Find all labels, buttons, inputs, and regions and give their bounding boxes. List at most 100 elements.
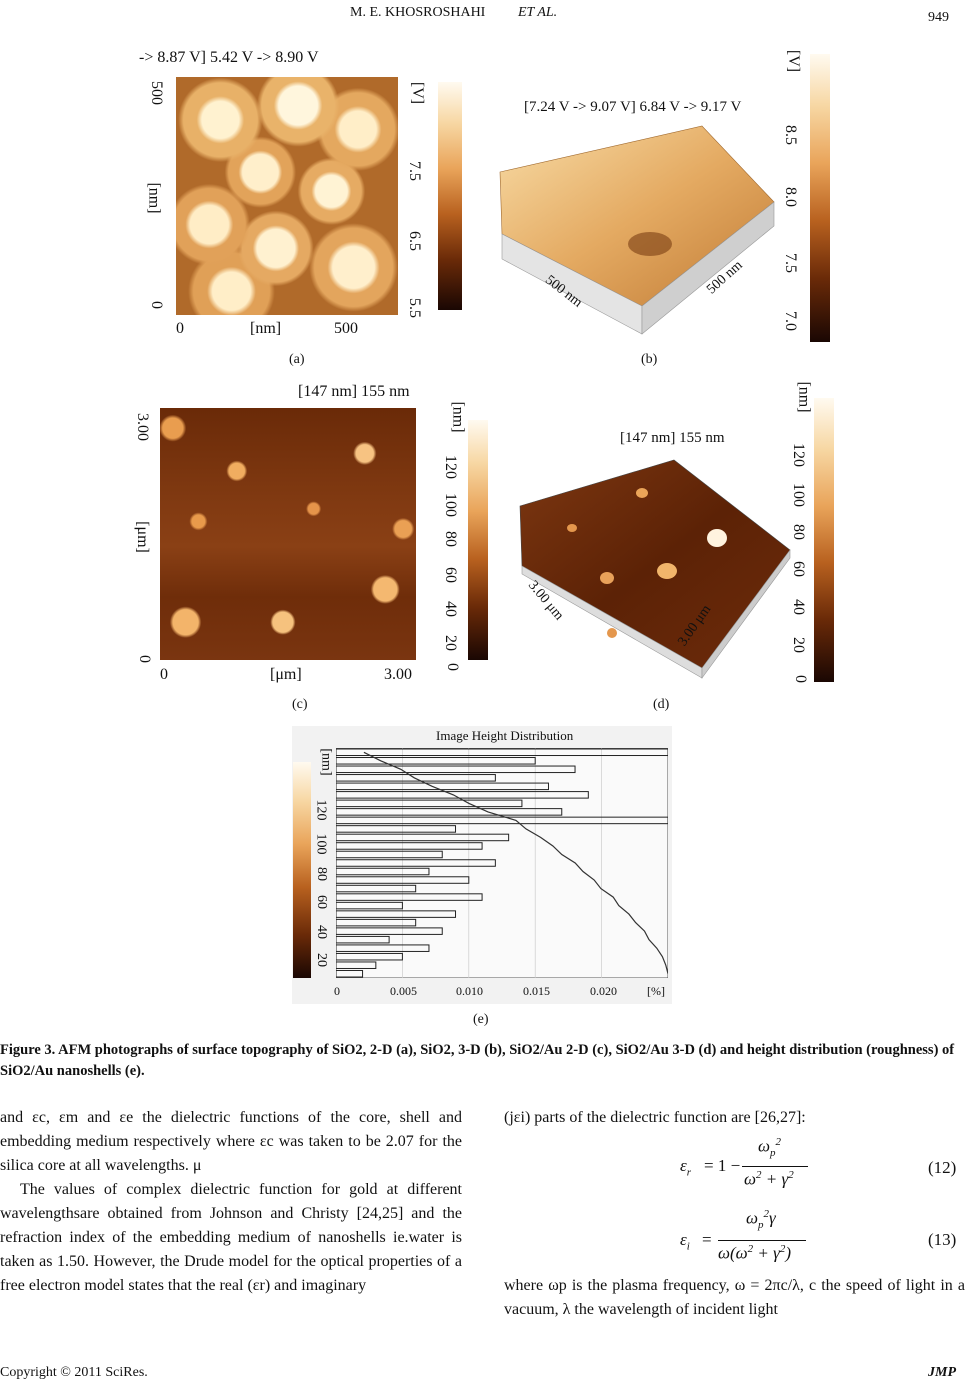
panel-d-cbar-tick: 100 [790, 483, 807, 507]
panel-c-y-unit: [μm] [133, 521, 151, 553]
panel-d-cbar-unit: [nm] [795, 381, 813, 413]
panel-c-x-min: 0 [160, 666, 168, 683]
panel-a-x-unit: [nm] [250, 320, 282, 337]
page-number: 949 [928, 10, 949, 25]
panel-a-afm-image [176, 77, 398, 315]
histogram-bar [336, 774, 496, 782]
histogram-bar [336, 935, 390, 944]
panel-b-cbar-tick: 8.5 [782, 125, 799, 145]
histogram-bar [336, 825, 457, 833]
panel-e-cbar-tick: 120 [313, 799, 329, 821]
histogram-bar [336, 876, 470, 884]
panel-a-colorbar [438, 82, 462, 310]
eq12-number: 12 [933, 1158, 951, 1177]
panel-c-cbar-tick: 100 [442, 493, 459, 517]
histogram-bar [336, 884, 417, 893]
panel-d-cbar-tick: 80 [790, 524, 807, 540]
panel-d-cbar-tick: 0 [792, 675, 809, 683]
panel-e-x-tick: 0.005 [390, 984, 417, 998]
eq13-number: 13 [933, 1230, 951, 1249]
figure-caption-text: Figure 3. AFM photographs of surface top… [0, 1042, 955, 1079]
panel-c-cbar-tick: 120 [442, 455, 459, 479]
right-column-paragraph-1: (jεi) parts of the dielectric function a… [504, 1109, 806, 1126]
panel-c-label: (c) [292, 697, 308, 712]
panel-e-cbar-tick: 100 [313, 833, 329, 855]
histogram-bar [336, 859, 496, 867]
histogram-bar [336, 748, 668, 757]
panel-e-cbar-tick: 40 [314, 925, 329, 939]
histogram-plot-area [336, 748, 668, 978]
panel-a-cbar-tick: 7.5 [406, 161, 423, 181]
panel-b-cbar-unit: [V] [785, 49, 803, 73]
histogram-bar [336, 765, 576, 774]
panel-a-title: -> 8.87 V] 5.42 V -> 8.90 V [139, 49, 319, 66]
panel-a-y-max: 500 [148, 81, 165, 105]
histogram-bar [336, 893, 483, 901]
panel-c-cbar-unit: [nm] [449, 401, 467, 433]
panel-c-afm-image [160, 408, 416, 660]
panel-a-cbar-tick: 5.5 [406, 298, 423, 318]
figure-caption: Figure 3. AFM photographs of surface top… [0, 1040, 965, 1082]
panel-e-x-tick: 0.015 [523, 984, 550, 998]
panel-c-x-unit: [μm] [270, 666, 302, 683]
equation-13-number: (13) [928, 1230, 957, 1249]
panel-c-cbar-tick: 40 [442, 601, 459, 617]
running-header: M. E. KHOSROSHAHI ET AL. 949 [0, 5, 965, 25]
histogram-bar [336, 757, 536, 765]
histogram-bar [336, 850, 443, 859]
panel-c-colorbar [468, 420, 488, 660]
panel-e-x-tick: 0.010 [456, 984, 483, 998]
panel-e-label: (e) [473, 1012, 489, 1027]
panel-a-x-max: 500 [334, 320, 358, 337]
panel-a-y-min: 0 [148, 301, 165, 309]
histogram-cumulative-curve [363, 751, 668, 974]
panel-e-x-tick: 0 [334, 984, 340, 998]
histogram-bar [336, 791, 589, 799]
panel-b-cbar-tick: 7.5 [782, 253, 799, 273]
panel-a-x-min: 0 [176, 320, 184, 337]
histogram-bar [336, 952, 403, 961]
panel-e: Image Height Distribution [nm] 120 100 8… [292, 726, 672, 1004]
panel-a-label: (a) [289, 352, 305, 367]
panel-c-y-max: 3.00 [134, 413, 151, 441]
footer-journal: JMP [928, 1365, 956, 1380]
histogram-bar [336, 816, 668, 825]
panel-d-cbar-tick: 60 [790, 561, 807, 577]
panel-b-cbar-tick: 8.0 [782, 187, 799, 207]
panel-b-cbar-tick: 7.0 [782, 311, 799, 331]
panel-d-3d-surface [519, 459, 791, 679]
panel-e-x-tick: [%] [647, 984, 665, 998]
panel-d-title: [147 nm] 155 nm [620, 430, 725, 446]
histogram-bar [336, 918, 417, 927]
histogram-bar [336, 901, 403, 910]
panel-d-cbar-tick: 120 [790, 443, 807, 467]
panel-a: -> 8.87 V] 5.42 V -> 8.90 V 500 [nm] 0 0… [136, 44, 463, 344]
left-column-paragraph-2: The values of complex dielectric functio… [0, 1181, 462, 1294]
panel-e-cbar-unit: [nm] [318, 748, 334, 776]
panel-c-cbar-tick: 0 [444, 663, 461, 671]
panel-b-3d-surface [499, 125, 775, 335]
panel-e-cbar-tick: 60 [314, 895, 329, 909]
histogram-bar [336, 867, 430, 876]
panel-c-cbar-tick: 20 [442, 635, 459, 651]
panel-d-cbar-tick: 40 [790, 599, 807, 615]
panel-e-x-tick: 0.020 [590, 984, 617, 998]
panel-a-cbar-unit: [V] [409, 81, 427, 105]
panel-c-cbar-tick: 80 [442, 531, 459, 547]
panel-a-y-unit: [nm] [145, 182, 163, 214]
histogram-bar [336, 927, 443, 935]
panel-d-label: (d) [653, 697, 670, 712]
right-column-paragraph-2: where ωp is the plasma frequency, ω = 2π… [504, 1277, 965, 1318]
histogram-bar [336, 910, 457, 918]
panel-b-title: [7.24 V -> 9.07 V] 6.84 V -> 9.17 V [524, 99, 742, 115]
header-authors: M. E. KHOSROSHAHI [350, 5, 486, 20]
panel-e-title: Image Height Distribution [436, 728, 574, 743]
equation-13: εi = ωp2γ ω(ω2 + γ2) [676, 1208, 816, 1268]
panel-e-cbar-tick: 80 [314, 867, 329, 881]
panel-c-cbar-tick: 60 [442, 567, 459, 583]
histogram-bar [336, 782, 549, 791]
panel-e-cbar-tick: 20 [314, 953, 329, 967]
panel-d: [147 nm] 155 nm 3.00 μm 3.00 μm [nm] 120… [512, 378, 834, 688]
equation-12-number: (12) [928, 1158, 957, 1177]
histogram-bar [336, 944, 430, 952]
